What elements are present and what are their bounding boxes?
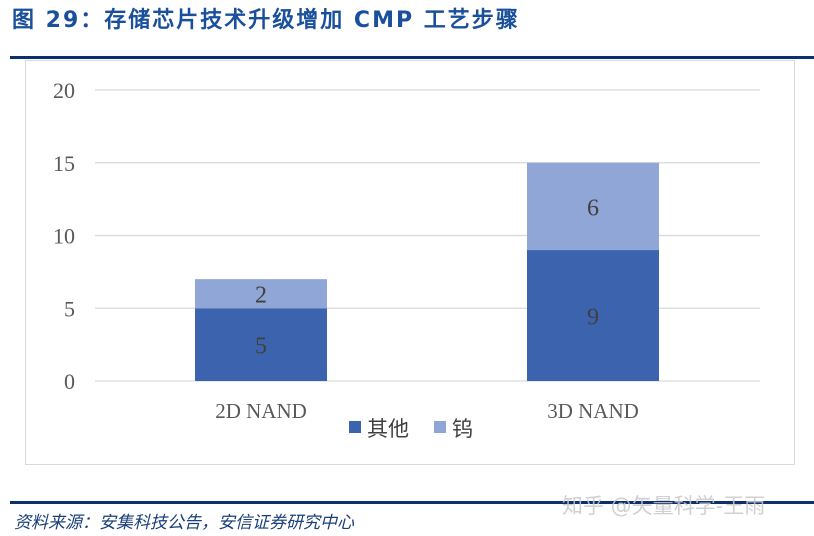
bar-segment: [527, 162, 659, 251]
chart-frame: [25, 60, 795, 465]
x-tick-label: 2D NAND: [215, 399, 307, 423]
bar-segment: [195, 279, 327, 309]
legend-swatch: [434, 421, 446, 433]
data-label: 5: [255, 334, 267, 360]
data-label: 2: [255, 283, 267, 309]
bar-segment: [527, 250, 659, 381]
y-tick-label: 10: [53, 224, 75, 249]
data-label: 6: [587, 195, 599, 221]
bottom-rule: [10, 501, 814, 504]
y-tick-label: 5: [64, 296, 75, 321]
y-tick-label: 15: [53, 151, 75, 176]
source-note: 资料来源：安集科技公告，安信证券研究中心: [14, 513, 354, 533]
top-rule: [10, 56, 814, 59]
bar-segment: [195, 308, 327, 381]
data-label: 9: [587, 305, 599, 331]
figure-title: 图 29：存储芯片技术升级增加 CMP 工艺步骤: [12, 8, 520, 33]
legend-label: 钨: [452, 417, 473, 441]
legend-swatch: [349, 421, 361, 433]
y-tick-label: 0: [64, 369, 75, 394]
legend-label: 其他: [367, 417, 409, 441]
y-tick-label: 20: [53, 78, 75, 103]
watermark: 知乎 @矢量科学-王雨: [562, 494, 766, 518]
x-tick-label: 3D NAND: [547, 399, 639, 423]
